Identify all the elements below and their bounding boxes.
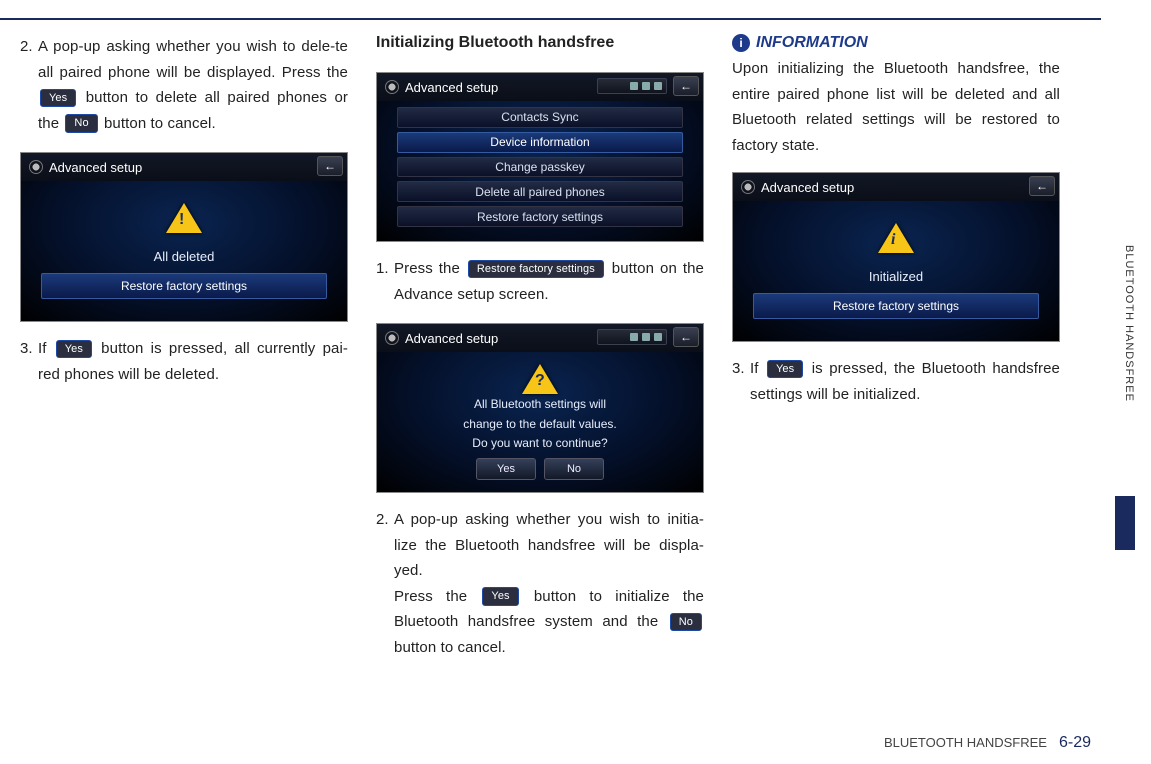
gear-icon [29, 160, 43, 174]
text-line: Press the Yes button to initialize the B… [394, 584, 704, 661]
side-tab-label: BLUETOOTH HANDSFREE [1115, 150, 1135, 496]
text: A pop-up asking whether you wish to dele… [38, 38, 348, 81]
col3-step3: 3. If Yes is pressed, the Bluetooth hand… [732, 356, 1060, 407]
text: If [750, 360, 765, 377]
device-title: Advanced setup [405, 80, 498, 95]
back-icon: ← [673, 76, 699, 96]
menu-item: Delete all paired phones [397, 181, 683, 202]
device-screenshot-initialized: Advanced setup ← i Initialized Restore f… [732, 172, 1060, 342]
device-titlebar: Advanced setup ← [733, 173, 1059, 201]
menu-item-selected: Device information [397, 132, 683, 153]
menu-item: Change passkey [397, 157, 683, 178]
footer-section-label: BLUETOOTH HANDSFREE [884, 735, 1047, 750]
column-2: Initializing Bluetooth handsfree Advance… [376, 34, 704, 724]
step-number: 2. [20, 34, 38, 136]
col2-step2: 2. A pop-up asking whether you wish to i… [376, 507, 704, 660]
step-body: A pop-up asking whether you wish to init… [394, 507, 704, 660]
col2-step1: 1. Press the Restore factory settings bu… [376, 256, 704, 307]
information-heading: i INFORMATION [732, 34, 1060, 52]
top-rule [0, 18, 1101, 20]
step-body: If Yes is pressed, the Bluetooth handsfr… [750, 356, 1060, 407]
device-screenshot-confirm: Advanced setup ← ? All Bluetooth setting… [376, 323, 704, 493]
device-titlebar: Advanced setup ← [377, 73, 703, 101]
column-1: 2. A pop-up asking whether you wish to d… [20, 34, 348, 724]
menu-item: Contacts Sync [397, 107, 683, 128]
section-heading: Initializing Bluetooth handsfree [376, 34, 704, 52]
device-title: Advanced setup [49, 160, 142, 175]
yes-button-label: Yes [767, 360, 803, 378]
info-title: INFORMATION [756, 34, 868, 52]
footer-page-number: 6-29 [1059, 734, 1091, 752]
text: A pop-up asking whether you wish to init… [394, 507, 704, 584]
gear-icon [385, 331, 399, 345]
device-body: ! All deleted Restore factory settings [21, 181, 347, 321]
back-icon: ← [317, 156, 343, 176]
warning-icon: ! [166, 203, 202, 235]
popup-buttons: Yes No [476, 458, 604, 480]
device-screenshot-all-deleted: Advanced setup ← ! All deleted Restore f… [20, 152, 348, 322]
step-number: 2. [376, 507, 394, 660]
device-titlebar: Advanced setup ← [21, 153, 347, 181]
question-mark: ? [535, 372, 545, 390]
side-tab: BLUETOOTH HANDSFREE [1115, 150, 1135, 550]
info-icon: i [732, 34, 750, 52]
text: If [38, 340, 54, 357]
popup-line2: change to the default values. [463, 417, 616, 433]
gear-icon [385, 80, 399, 94]
warning-mark: ! [179, 211, 184, 229]
restore-row: Restore factory settings [41, 273, 327, 299]
menu-item: Restore factory settings [397, 206, 683, 227]
page-content: 2. A pop-up asking whether you wish to d… [20, 34, 1060, 724]
col1-step3: 3. If Yes button is pressed, all current… [20, 336, 348, 387]
info-popup-icon: i [878, 223, 914, 255]
restore-row: Restore factory settings [753, 293, 1039, 319]
no-button-label: No [65, 114, 97, 132]
step-body: If Yes button is pressed, all currently … [38, 336, 348, 387]
device-body: i Initialized Restore factory settings [733, 201, 1059, 341]
side-tab-block [1115, 496, 1135, 550]
column-3: i INFORMATION Upon initializing the Blue… [732, 34, 1060, 724]
text: button to cancel. [394, 639, 506, 656]
text: button to cancel. [100, 115, 216, 132]
device-body: ? All Bluetooth settings will change to … [377, 352, 703, 492]
device-screenshot-menu: Advanced setup ← Contacts Sync Device in… [376, 72, 704, 242]
status-icons [597, 329, 667, 345]
yes-button-label: Yes [40, 89, 76, 107]
text: Press the [394, 588, 480, 605]
step-number: 1. [376, 256, 394, 307]
device-title: Advanced setup [761, 180, 854, 195]
step-number: 3. [732, 356, 750, 407]
device-title: Advanced setup [405, 331, 498, 346]
info-mark: i [891, 231, 895, 249]
gear-icon [741, 180, 755, 194]
popup-yes-button: Yes [476, 458, 536, 480]
step-body: Press the Restore factory settings butto… [394, 256, 704, 307]
step-body: A pop-up asking whether you wish to dele… [38, 34, 348, 136]
yes-button-label: Yes [482, 587, 518, 605]
restore-button-label: Restore factory settings [468, 260, 604, 278]
status-icons [597, 78, 667, 94]
popup-line1: All Bluetooth settings will [474, 397, 606, 413]
device-body: Contacts Sync Device information Change … [377, 101, 703, 241]
text: Press the [394, 260, 466, 277]
device-titlebar: Advanced setup ← [377, 324, 703, 352]
page-footer: BLUETOOTH HANDSFREE 6-29 [884, 734, 1091, 752]
question-icon: ? [522, 364, 558, 393]
popup-line3: Do you want to continue? [472, 436, 607, 452]
back-icon: ← [673, 327, 699, 347]
yes-button-label: Yes [56, 340, 92, 358]
col1-step2: 2. A pop-up asking whether you wish to d… [20, 34, 348, 136]
no-button-label: No [670, 613, 702, 631]
step-number: 3. [20, 336, 38, 387]
popup-no-button: No [544, 458, 604, 480]
popup-message: All deleted [154, 249, 215, 266]
info-text: Upon initializing the Bluetooth handsfre… [732, 56, 1060, 158]
back-icon: ← [1029, 176, 1055, 196]
popup-message: Initialized [869, 269, 923, 286]
